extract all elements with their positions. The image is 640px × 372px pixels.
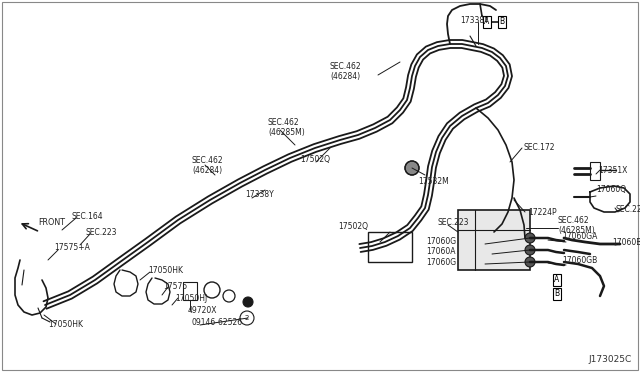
Text: A: A bbox=[484, 17, 490, 26]
Text: 17338Y: 17338Y bbox=[461, 16, 490, 25]
Text: 17502Q: 17502Q bbox=[300, 155, 330, 164]
Text: 49720X: 49720X bbox=[188, 306, 218, 315]
Text: 17060A: 17060A bbox=[426, 247, 456, 256]
Text: 17338Y: 17338Y bbox=[245, 190, 274, 199]
Text: 17502Q: 17502Q bbox=[338, 222, 368, 231]
Text: J173025C: J173025C bbox=[589, 355, 632, 364]
Circle shape bbox=[405, 161, 419, 175]
Text: 17060Q: 17060Q bbox=[596, 185, 626, 194]
Bar bbox=[368, 232, 412, 262]
Bar bbox=[458, 210, 530, 270]
Text: FRONT: FRONT bbox=[38, 218, 65, 227]
Bar bbox=[590, 162, 600, 180]
Text: 09146-62526: 09146-62526 bbox=[192, 318, 243, 327]
Text: 17050HK: 17050HK bbox=[48, 320, 83, 329]
Text: 17060GB: 17060GB bbox=[562, 256, 597, 265]
Text: 2: 2 bbox=[245, 315, 249, 321]
Text: 17532M: 17532M bbox=[418, 177, 449, 186]
Text: 17050HK: 17050HK bbox=[148, 266, 183, 275]
Text: SEC.462
(46284): SEC.462 (46284) bbox=[192, 156, 223, 176]
Text: 17060G: 17060G bbox=[426, 258, 456, 267]
Text: B: B bbox=[554, 289, 559, 298]
Circle shape bbox=[525, 245, 535, 255]
Text: 17060B: 17060B bbox=[612, 238, 640, 247]
Text: 17060GA: 17060GA bbox=[562, 232, 597, 241]
Text: 17060G: 17060G bbox=[426, 237, 456, 246]
Text: A: A bbox=[554, 276, 559, 285]
Bar bbox=[183, 282, 197, 300]
Text: 17050HJ: 17050HJ bbox=[175, 294, 207, 303]
Text: SEC.164: SEC.164 bbox=[72, 212, 104, 221]
Circle shape bbox=[243, 297, 253, 307]
Text: 17575: 17575 bbox=[163, 282, 188, 291]
Text: 17575+A: 17575+A bbox=[54, 243, 90, 252]
Text: 17351X: 17351X bbox=[598, 166, 627, 175]
Text: SEC.462
(46285M): SEC.462 (46285M) bbox=[268, 118, 305, 137]
Text: 17224P: 17224P bbox=[528, 208, 557, 217]
Text: SEC.223: SEC.223 bbox=[85, 228, 116, 237]
Text: SEC.223: SEC.223 bbox=[438, 218, 470, 227]
Text: SEC.172: SEC.172 bbox=[524, 143, 556, 152]
Text: SEC.462
(46285M): SEC.462 (46285M) bbox=[558, 216, 595, 235]
Text: SEC.462
(46284): SEC.462 (46284) bbox=[330, 62, 362, 81]
Text: SEC.223: SEC.223 bbox=[616, 205, 640, 214]
Circle shape bbox=[525, 233, 535, 243]
Circle shape bbox=[525, 257, 535, 267]
Text: B: B bbox=[499, 17, 504, 26]
